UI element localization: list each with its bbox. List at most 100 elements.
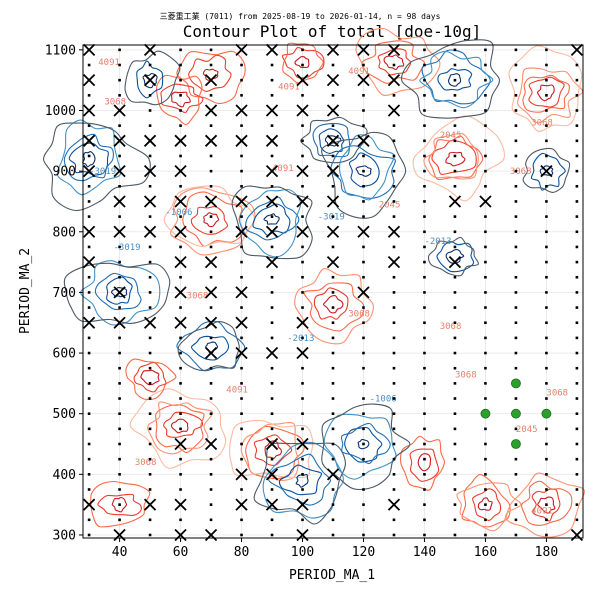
contour-line [68,142,109,176]
contour-level-label: 4091 [278,82,300,92]
sample-dot [331,382,335,385]
sample-dot [301,336,304,340]
x-marker-stroke [113,195,126,208]
sample-dot [453,518,457,522]
y-tick-label: 500 [53,407,76,422]
sample-dot [423,366,426,370]
sample-dot [362,442,365,446]
contour-line [428,135,484,181]
sample-dot [362,260,365,264]
contour-line [537,496,556,514]
x-marker [235,468,248,481]
x-marker [326,74,340,87]
sample-dot [118,442,121,446]
contour-line [124,50,181,106]
sample-dot [179,457,182,461]
sample-dot [423,427,426,431]
sample-dot [87,184,91,188]
sample-dot [545,503,548,506]
sample-dot [545,94,548,97]
contour-line [94,272,142,311]
sample-dot [240,397,243,400]
x-marker-stroke [143,225,157,238]
x-marker [265,43,279,56]
x-marker [265,437,279,451]
sample-dot [87,154,91,158]
x-marker-stroke [265,468,279,481]
contour-level-label: 3068 [187,291,209,301]
sample-dot [484,184,487,188]
sample-dot [453,366,457,370]
sample-dot [392,154,396,158]
sample-dot [484,306,487,309]
sample-dot [331,442,335,446]
sample-dot [331,427,335,431]
sample-dot [423,518,426,522]
sample-dot [545,397,548,400]
contour-level-label: -3019 [113,243,140,253]
sample-dot [362,382,365,385]
contour-lines [42,27,586,538]
sample-dot [423,245,426,249]
sample-dot [240,382,243,385]
sample-dot [87,488,91,491]
x-marker-stroke [296,528,309,542]
x-marker [174,437,187,451]
sample-dot [545,382,548,385]
highlight-point [480,408,491,419]
sample-dot [118,48,121,52]
contour-line [160,83,204,114]
x-marker [357,43,370,56]
sample-dot [270,488,274,491]
contour-level-label: -1006 [370,395,397,405]
sample-dot [453,139,457,143]
sample-dot [148,397,152,400]
sample-dot [301,412,304,415]
sample-dot [545,488,548,491]
sample-dot [575,109,579,112]
x-marker [82,104,96,117]
contour-line [313,287,349,320]
x-marker [235,134,248,147]
sample-dot [118,336,121,340]
contour-line [188,54,232,92]
sample-dot [514,366,518,370]
contour-line [517,67,584,124]
x-marker-stroke [235,225,248,238]
x-marker-stroke [235,43,248,56]
sample-dot [362,412,365,415]
x-marker [174,286,187,299]
sample-dot [301,397,304,400]
x-marker-stroke [204,255,218,269]
sample-dot [484,488,487,491]
x-marker-stroke [357,43,370,56]
sample-dot [240,336,243,340]
contour-line [437,68,473,91]
plot-frame [82,44,584,539]
sample-dot [209,124,213,127]
sample-dot [484,78,487,82]
sample-dot [240,169,243,173]
x-marker-stroke [204,286,218,299]
x-marker-stroke [296,225,309,238]
sample-dot [484,215,487,218]
sample-dot [240,245,243,249]
sample-dot [575,412,579,415]
sample-dot [148,533,152,537]
x-marker-stroke [143,134,157,147]
sample-dot [301,518,304,522]
sample-dot [118,488,121,491]
sample-dot [87,366,91,370]
sample-dot [240,78,243,82]
sample-dot [301,291,304,294]
sample-dot [179,109,182,112]
sample-dot [87,397,91,400]
x-marker-stroke [387,255,401,269]
sample-dot [453,109,457,112]
sample-dot [270,457,274,461]
x-marker-stroke [235,134,248,147]
sample-dot [514,260,518,264]
sample-dot [514,533,518,537]
sample-dot [179,382,182,385]
sample-dot [87,291,91,294]
